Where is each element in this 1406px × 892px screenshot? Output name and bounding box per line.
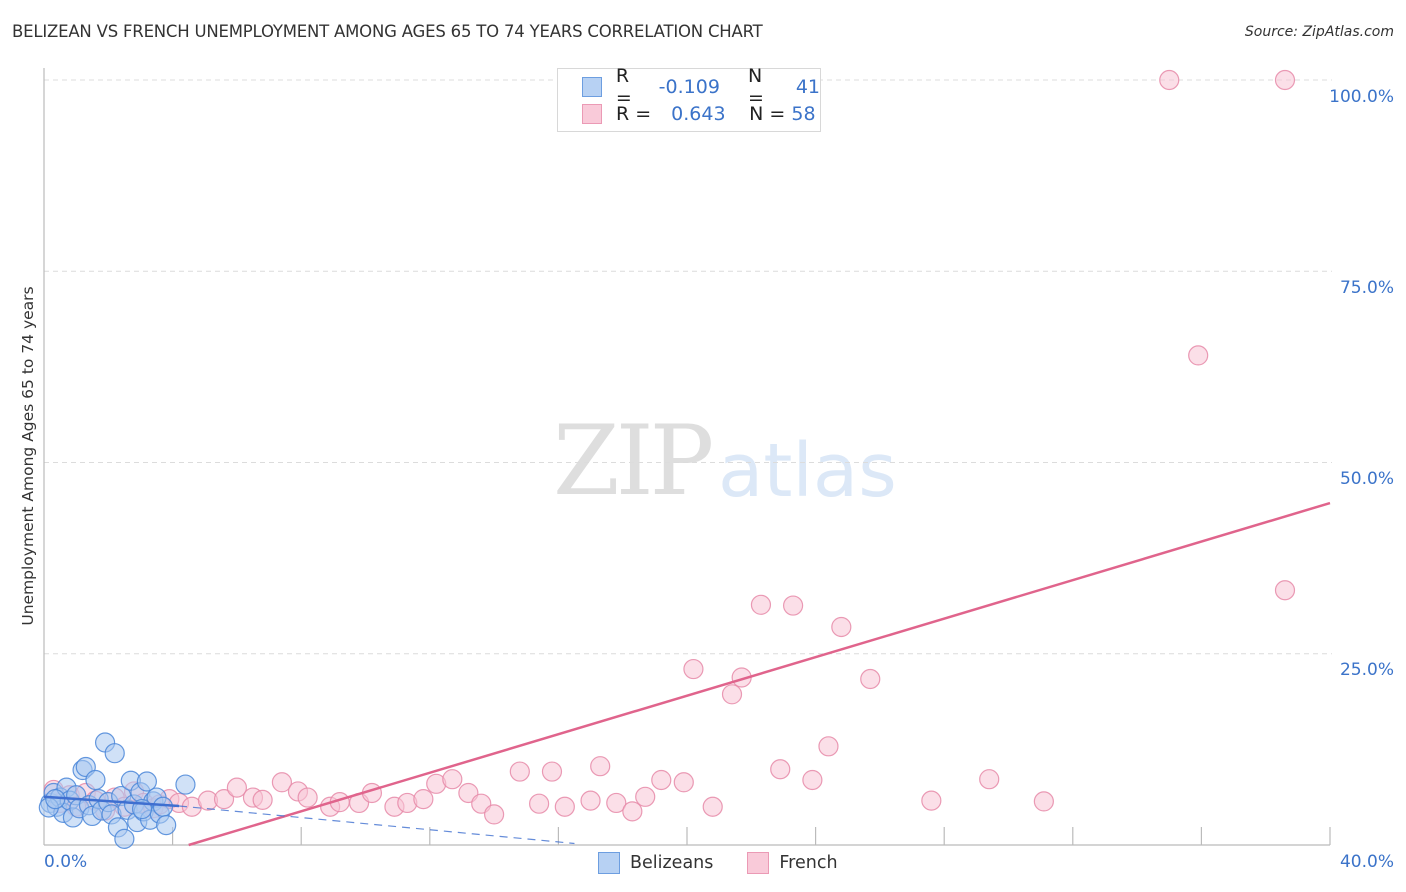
r-label: R = [615, 65, 632, 109]
french-point[interactable] [702, 796, 723, 817]
legend-label-belizeans: Belizeans [630, 853, 714, 873]
y-tick-75: 75.0% [1339, 278, 1394, 298]
french-point[interactable] [252, 789, 273, 810]
french-point[interactable] [622, 801, 643, 822]
legend-label-french: French [779, 853, 838, 873]
french-point[interactable] [635, 786, 656, 807]
legend-row-french: R = 0.643 N = 58 [582, 102, 816, 126]
y-axis-label: Unemployment Among Ages 65 to 74 years [19, 286, 37, 626]
x-tick-40: 40.0% [1339, 852, 1394, 872]
belizeans-point[interactable] [156, 815, 177, 836]
french-point[interactable] [606, 792, 627, 814]
belizeans-point[interactable] [136, 771, 157, 792]
legend-row-belizeans: R = -0.109 N = 41 [582, 65, 820, 109]
french-point[interactable] [213, 788, 235, 810]
belizeans-swatch-icon [582, 77, 602, 97]
belizeans-point[interactable] [175, 774, 196, 795]
series-legend: Belizeans French [598, 852, 872, 874]
french-swatch-icon [747, 852, 770, 874]
french-point[interactable] [860, 668, 881, 690]
y-tick-50: 50.0% [1339, 469, 1394, 489]
french-point[interactable] [271, 772, 293, 793]
french-point[interactable] [721, 684, 743, 705]
french-point[interactable] [554, 796, 575, 817]
french-trend-line [188, 501, 1331, 847]
french-point[interactable] [750, 594, 772, 615]
belizeans-point[interactable] [104, 743, 125, 764]
french-point[interactable] [541, 761, 563, 782]
x-tick-0: 0.0% [44, 852, 88, 872]
french-point[interactable] [509, 761, 530, 782]
french-point[interactable] [651, 769, 672, 791]
r-value: -0.109 [658, 76, 720, 98]
legend-item-french[interactable]: French [747, 852, 838, 874]
french-point[interactable] [442, 769, 463, 790]
source-label: Source: ZipAtlas.com [1244, 24, 1394, 40]
french-point[interactable] [770, 759, 791, 780]
n-label: N = [747, 65, 764, 109]
belizeans-trend-line [43, 795, 180, 808]
french-swatch-icon [582, 104, 602, 124]
french-point[interactable] [1274, 69, 1296, 91]
belizeans-trend-extension [178, 805, 575, 845]
french-point[interactable] [673, 772, 694, 793]
watermark-atlas: atlas [718, 428, 897, 514]
french-point[interactable] [226, 777, 247, 798]
french-point[interactable] [921, 790, 942, 811]
french-point[interactable] [529, 793, 550, 814]
french-point[interactable] [782, 595, 804, 616]
belizeans-swatch-icon [598, 852, 620, 874]
french-point[interactable] [979, 769, 1000, 790]
french-point[interactable] [1033, 791, 1054, 812]
french-point[interactable] [802, 769, 823, 791]
french-point[interactable] [1274, 580, 1296, 601]
y-tick-25: 25.0% [1339, 660, 1394, 680]
chart-title: BELIZEAN VS FRENCH UNEMPLOYMENT AMONG AG… [12, 22, 763, 41]
french-point[interactable] [590, 756, 611, 777]
watermark-zip: ZIP [553, 405, 714, 517]
french-point[interactable] [683, 658, 704, 680]
french-point[interactable] [297, 787, 318, 808]
n-value: 41 [795, 76, 820, 98]
french-point[interactable] [1188, 345, 1209, 366]
n-value: 58 [791, 103, 816, 125]
french-point[interactable] [413, 788, 434, 810]
y-tick-100: 100.0% [1329, 87, 1394, 107]
french-point[interactable] [1159, 69, 1180, 91]
belizeans-point[interactable] [85, 769, 106, 791]
french-point[interactable] [580, 790, 601, 811]
r-value: 0.643 [671, 103, 726, 125]
correlation-legend: R = -0.109 N = 41 R = 0.643 N = 58 [557, 65, 821, 132]
french-point[interactable] [831, 616, 852, 638]
french-point[interactable] [484, 804, 505, 825]
belizeans-point[interactable] [114, 828, 135, 849]
belizeans-point[interactable] [152, 796, 174, 817]
n-label: N = [749, 103, 786, 125]
r-label: R = [616, 103, 652, 125]
french-point[interactable] [818, 736, 839, 757]
legend-item-belizeans[interactable]: Belizeans [598, 852, 713, 874]
